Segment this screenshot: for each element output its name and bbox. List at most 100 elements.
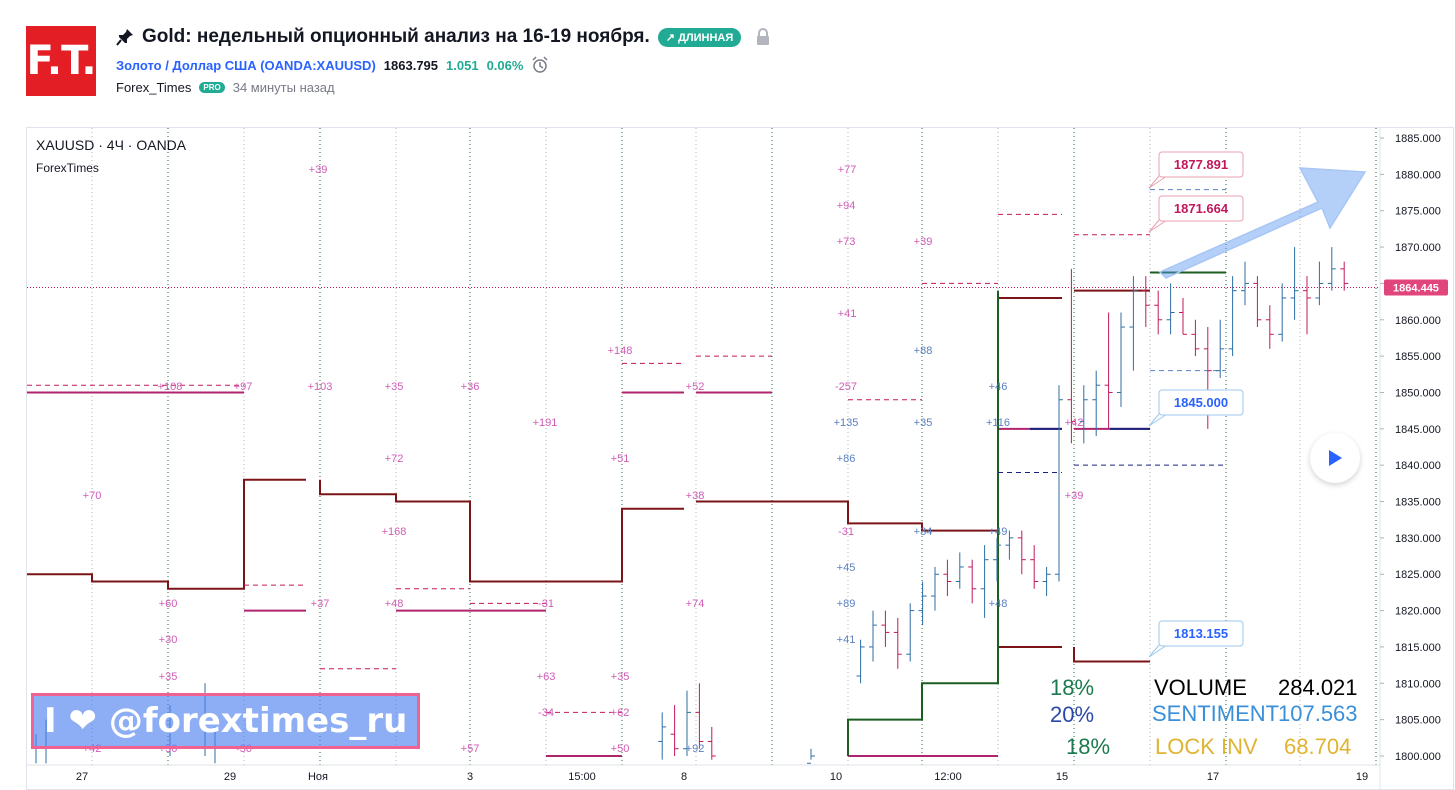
option-level-label: +50	[611, 743, 630, 755]
x-tick-label: 3	[467, 771, 473, 783]
option-level-label: -31	[538, 598, 554, 610]
y-tick-label: 1840.000	[1395, 460, 1441, 472]
option-level-label: +94	[837, 200, 856, 212]
y-tick-label: 1825.000	[1395, 569, 1441, 581]
option-level-label: +92	[686, 743, 705, 755]
option-level-label: +41	[837, 634, 856, 646]
stat-pct-1: 18%	[1050, 675, 1095, 700]
last-price-label: 1864.445	[1393, 282, 1439, 294]
price-callout	[1158, 620, 1244, 647]
level-line-dark	[27, 478, 306, 590]
pro-badge: PRO	[199, 82, 225, 93]
banner-text: I ❤ @forextimes_ru	[44, 701, 408, 741]
last-price-badge	[1384, 279, 1448, 296]
volume-value: 284.021	[1278, 675, 1358, 700]
x-tick-label: 8	[681, 771, 687, 783]
price-callout-label: 1845.000	[1174, 395, 1228, 410]
option-level-label: +30	[159, 634, 178, 646]
author-name[interactable]: Forex_Times	[116, 80, 192, 95]
x-tick-label: 15:00	[568, 771, 596, 783]
promo-banner: I ❤ @forextimes_ru	[31, 693, 420, 749]
y-tick-label: 1810.000	[1395, 678, 1441, 690]
option-level-label: +51	[611, 453, 630, 465]
callout-pointer	[1148, 175, 1168, 189]
y-tick-label: 1885.000	[1395, 133, 1441, 145]
alarm-clock-icon[interactable]	[531, 56, 549, 74]
stat-pct-2: 20%	[1050, 702, 1095, 727]
volume-label: VOLUME	[1154, 675, 1247, 700]
option-level-label: +45	[837, 562, 856, 574]
symbol-row: Золото / Доллар США (OANDA:XAUUSD) 1863.…	[116, 56, 549, 74]
option-level-label: +36	[461, 381, 480, 393]
option-level-label: +77	[838, 164, 857, 176]
logo-text: F.T.	[26, 38, 96, 84]
forecast-arrow	[1158, 167, 1367, 279]
option-level-label: +86	[837, 453, 856, 465]
option-level-label: +49	[989, 526, 1008, 538]
y-tick-label: 1805.000	[1395, 715, 1441, 727]
option-level-label: -257	[835, 381, 857, 393]
pin-icon	[116, 29, 133, 46]
option-level-label: +52	[686, 381, 705, 393]
option-level-label: +41	[838, 308, 857, 320]
y-tick-label: 1860.000	[1395, 315, 1441, 327]
y-tick-label: 1880.000	[1395, 169, 1441, 181]
option-level-label: +35	[385, 381, 404, 393]
y-tick-label: 1820.000	[1395, 606, 1441, 618]
symbol-link[interactable]: Золото / Доллар США (OANDA:XAUUSD)	[116, 57, 376, 73]
level-line-green	[847, 290, 999, 756]
option-level-label: +48	[989, 598, 1008, 610]
sentiment-label: SENTIMENT	[1152, 701, 1280, 726]
idea-title-row: Gold: недельный опционный анализ на 16-1…	[116, 26, 771, 48]
play-icon	[1329, 450, 1342, 466]
option-level-label: +39	[914, 236, 933, 248]
option-level-label: +108	[158, 381, 183, 393]
callout-pointer	[1148, 413, 1168, 427]
option-level-label: +39	[1065, 490, 1084, 502]
y-tick-label: 1815.000	[1395, 642, 1441, 654]
option-level-label: -31	[838, 526, 854, 538]
y-tick-label: 1870.000	[1395, 242, 1441, 254]
price-callout	[1158, 389, 1244, 416]
option-level-label: +191	[533, 417, 558, 429]
callout-pointer	[1148, 219, 1168, 233]
option-level-label: +60	[159, 598, 178, 610]
option-level-label: +168	[382, 526, 407, 538]
lock-icon	[757, 28, 770, 45]
option-level-label: +88	[914, 345, 933, 357]
y-tick-label: 1845.000	[1395, 424, 1441, 436]
level-line-dark	[1073, 646, 1150, 663]
x-tick-label: Ноя	[308, 771, 328, 783]
symbol-change-abs: 1.051	[446, 57, 479, 73]
x-tick-label: 19	[1356, 771, 1368, 783]
option-level-label: +42	[1065, 417, 1084, 429]
option-level-label: +48	[385, 598, 404, 610]
y-tick-label: 1875.000	[1395, 206, 1441, 218]
y-tick-label: 1850.000	[1395, 387, 1441, 399]
price-callout	[1158, 151, 1244, 178]
price-callout-label: 1813.155	[1174, 626, 1228, 641]
chart-legend-symbol: XAUUSD · 4Ч · OANDA	[36, 137, 187, 153]
lockinv-label: LOCK INV	[1155, 734, 1258, 759]
option-level-label: -34	[538, 707, 554, 719]
x-tick-label: 29	[224, 771, 236, 783]
long-badge: ↗ ДЛИННАЯ	[657, 27, 742, 47]
option-level-label: +39	[309, 164, 328, 176]
forextimes-logo[interactable]: F.T.	[26, 26, 97, 96]
chart-legend-indicator: ForexTimes	[36, 161, 99, 175]
symbol-change-pct: 0.06%	[486, 57, 524, 73]
option-level-label: +35	[914, 417, 933, 429]
stat-pct-3: 18%	[1066, 734, 1111, 759]
y-tick-label: 1800.000	[1395, 751, 1441, 763]
option-level-label: +74	[686, 598, 705, 610]
option-level-label: +57	[461, 743, 480, 755]
option-level-label: +116	[986, 417, 1010, 429]
option-level-label: +103	[308, 381, 333, 393]
option-level-label: +35	[611, 671, 630, 683]
option-level-label: +38	[686, 490, 705, 502]
callout-pointer	[1148, 644, 1168, 658]
price-callout-label: 1871.664	[1174, 201, 1229, 216]
x-tick-label: 10	[830, 771, 842, 783]
play-button[interactable]	[1310, 433, 1360, 483]
